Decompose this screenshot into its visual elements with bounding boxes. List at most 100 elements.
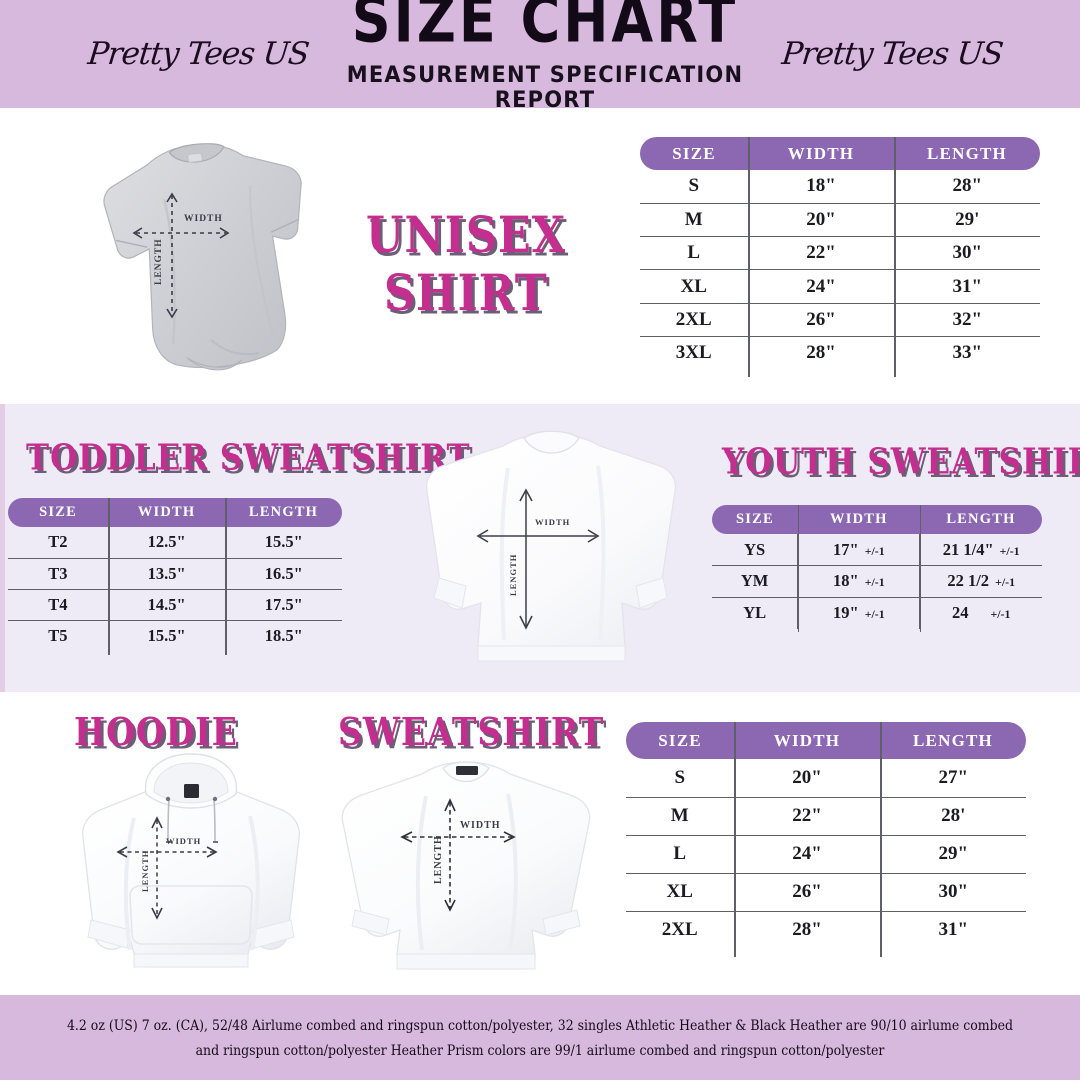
table-row: T3 13.5" 16.5"	[8, 558, 342, 590]
white-crewneck-illustration: WIDTH LENGTH	[330, 752, 602, 987]
cell-width: 24"	[734, 835, 881, 874]
hoodie-title: HOODIE	[74, 708, 238, 755]
cell-length: 31"	[894, 269, 1040, 304]
cell-width-value: 18"	[833, 571, 859, 591]
table-row: M 22" 28'	[626, 797, 1026, 836]
cell-size: XL	[626, 873, 735, 912]
cell-length: 24 +/-1	[920, 597, 1042, 629]
table-row: T2 12.5" 15.5"	[8, 527, 342, 559]
cell-length: 31"	[938, 919, 969, 941]
cell-width: 28"	[734, 911, 881, 949]
cell-length: 17.5"	[225, 589, 342, 621]
cell-size: YL	[712, 597, 799, 629]
cell-width-value: 17"	[833, 539, 859, 559]
cell-width: 22"	[748, 236, 895, 271]
cell-width: 13.5"	[108, 558, 226, 590]
col-header-size: SIZE	[712, 505, 798, 534]
col-header-length: LENGTH	[225, 498, 342, 527]
cell-width-tolerance: +/-1	[864, 575, 885, 590]
header-col-divider	[919, 505, 922, 534]
header-col-divider	[108, 498, 110, 527]
header-col-divider	[880, 722, 882, 759]
table-row: L 24" 29"	[626, 835, 1026, 874]
cell-size: 2XL	[626, 911, 735, 949]
cell-width: 18"	[748, 170, 895, 204]
cell-length: 16.5"	[225, 558, 342, 590]
page-footer: 4.2 oz (US) 7 oz. (CA), 52/48 Airlume co…	[0, 995, 1080, 1080]
table-header-row: SIZE WIDTH LENGTH	[712, 505, 1042, 534]
cell-size: T2	[8, 527, 109, 559]
footer-line-2: ringspun cotton/polyester Heather Prism …	[223, 1040, 885, 1058]
col-header-length: LENGTH	[894, 137, 1040, 170]
length-label: LENGTH	[508, 554, 518, 596]
col-header-width: WIDTH	[734, 722, 880, 759]
cell-length-tolerance: +/-1	[999, 543, 1020, 558]
header-titles: SIZE CHART MEASUREMENT SPECIFICATION REP…	[308, 0, 781, 113]
page-subtitle: MEASUREMENT SPECIFICATION REPORT	[346, 61, 744, 113]
page-header: Pretty Tees US SIZE CHART MEASUREMENT SP…	[0, 0, 1080, 113]
cell-width: 18" +/-1	[797, 565, 921, 598]
body-col-divider	[734, 759, 736, 957]
body-col-divider	[894, 170, 896, 377]
body-col-divider	[919, 534, 922, 632]
table-header-row: SIZE WIDTH LENGTH	[640, 137, 1040, 170]
toddler-size-table: SIZE WIDTH LENGTH T2 12.5" 15.5" T3 13.5" 16…	[8, 498, 342, 655]
table-row: YM 18" +/-1 22 1/2 +/-1	[712, 565, 1042, 598]
cell-size: 2XL	[640, 303, 749, 337]
cell-length-value: 24	[951, 603, 969, 622]
table-row: YS 17" +/-1 21 1/4" +/-1	[712, 534, 1042, 566]
cell-width: 12.5"	[108, 527, 226, 559]
cell-length: 21 1/4" +/-1	[919, 534, 1042, 566]
col-header-width: WIDTH	[748, 137, 894, 170]
body-col-divider	[225, 527, 227, 655]
table-row: XL 26" 30"	[626, 873, 1026, 912]
youth-sweatshirt-title: YOUTH SWEATSHIRT	[722, 441, 1080, 483]
cell-width: 28"	[748, 336, 895, 370]
unisex-size-table: SIZE WIDTH LENGTH S 18" 28" M 20" 29' L 22" 30…	[640, 137, 1040, 377]
cell-size: 3XL	[640, 336, 749, 370]
header-col-divider	[894, 137, 896, 170]
table-row: S 20" 27"	[626, 759, 1026, 798]
cell-length-value: 21 1/4"	[942, 539, 994, 559]
body-col-divider	[797, 534, 800, 632]
col-header-length: LENGTH	[880, 722, 1026, 759]
cell-width: 17" +/-1	[797, 534, 921, 566]
youth-size-table: SIZE WIDTH LENGTH YS 17" +/-1 21 1/4" +/-1…	[712, 505, 1042, 632]
body-col-divider	[748, 170, 750, 377]
col-header-size: SIZE	[640, 137, 748, 170]
table-row: S 18" 28"	[640, 170, 1040, 204]
cell-size: T4	[8, 589, 109, 621]
page-title: SIZE CHART	[351, 0, 739, 57]
table-row: XL 24" 31"	[640, 269, 1040, 304]
white-crewneck-youth-illustration: WIDTH LENGTH	[408, 418, 693, 695]
cell-width: 26"	[748, 303, 895, 337]
table-row: T5 15.5" 18.5"	[8, 620, 342, 651]
header-col-divider	[734, 722, 736, 759]
table-row: YL 19" +/-1 24 +/-1	[712, 597, 1042, 629]
cell-width: 20"	[734, 759, 881, 798]
cell-width: 24"	[748, 269, 895, 304]
table-header-row: SIZE WIDTH LENGTH	[626, 722, 1026, 759]
col-header-size: SIZE	[8, 498, 109, 527]
length-label: LENGTH	[433, 835, 444, 884]
fabric-composition-text: 4.2 oz (US) 7 oz. (CA), 52/48 Airlume co…	[60, 1013, 1020, 1062]
cell-length: 15.5"	[225, 527, 342, 559]
cell-width-tolerance: +/-1	[864, 543, 885, 558]
width-label: WIDTH	[184, 214, 223, 224]
cell-width-value: 19"	[833, 603, 859, 622]
length-label: LENGTH	[154, 238, 164, 285]
band-left-stripe	[0, 404, 5, 692]
table-row: M 20" 29'	[640, 203, 1040, 238]
header-col-divider	[225, 498, 227, 527]
cell-size: S	[626, 759, 735, 798]
table-row: 3XL 28" 33"	[640, 336, 1040, 370]
cell-length: 28"	[894, 170, 1040, 204]
white-hoodie-illustration: WIDTH LENGTH	[68, 748, 318, 985]
cell-size: T5	[8, 620, 109, 651]
gray-tshirt-illustration: WIDTH LENGTH	[52, 125, 362, 385]
brand-logo-left: Pretty Tees US	[86, 36, 311, 72]
col-header-width: WIDTH	[797, 505, 920, 534]
cell-size: M	[626, 797, 735, 836]
width-label: WIDTH	[535, 517, 570, 527]
cell-size: L	[640, 236, 749, 271]
